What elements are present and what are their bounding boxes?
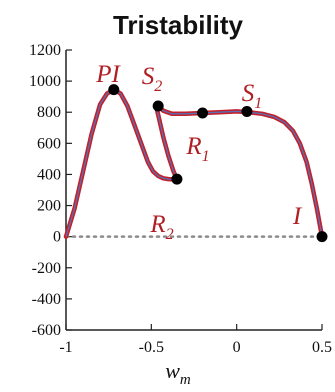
label-pi-main: PI — [95, 61, 121, 88]
x-axis-label-sub: m — [180, 372, 191, 388]
label-s1-sub: 1 — [254, 95, 262, 112]
label-r2-main: R — [149, 211, 165, 238]
x-tick-label: 0 — [233, 339, 241, 356]
y-tick-label: 1000 — [29, 73, 61, 90]
point-r1 — [197, 107, 209, 119]
label-pi: PI — [95, 61, 121, 88]
label-r1: R1 — [185, 133, 209, 165]
label-s1: S1 — [242, 80, 263, 112]
curve-branch-1 — [65, 89, 177, 237]
y-tick-label: 1200 — [29, 42, 61, 59]
point-s2 — [152, 100, 164, 112]
label-r2: R2 — [149, 211, 173, 243]
point-pi — [108, 84, 120, 96]
y-tick-label: -600 — [32, 322, 61, 339]
curve-branch-2 — [155, 105, 323, 237]
y-tick-label: -200 — [32, 260, 61, 277]
label-r1-main: R — [185, 133, 201, 160]
axes: -600 -400 -200 0 200 400 600 800 1000 1200 -1 -0.5 0… — [29, 42, 332, 356]
y-tick-label: 600 — [37, 135, 61, 152]
chart-title: Tristability — [113, 10, 244, 40]
x-axis-label: wm — [165, 358, 191, 388]
label-s1-main: S — [242, 80, 255, 107]
point-s1 — [241, 105, 253, 117]
x-tick-label: 0.5 — [312, 339, 332, 356]
curves — [63, 87, 325, 239]
y-tick-label: 0 — [53, 229, 61, 246]
x-tick-label: -1 — [59, 339, 72, 356]
label-r2-sub: 2 — [166, 226, 174, 243]
label-s2-main: S — [142, 63, 155, 90]
y-tick-label: 200 — [37, 198, 61, 215]
y-tick-label: 400 — [37, 166, 61, 183]
y-tick-label: 800 — [37, 104, 61, 121]
x-axis-label-main: w — [165, 358, 180, 383]
y-tick-label: -400 — [32, 291, 61, 308]
label-i-main: I — [292, 203, 303, 230]
label-i: I — [292, 203, 303, 230]
x-tick-label: -0.5 — [139, 339, 164, 356]
label-s2: S2 — [142, 63, 163, 95]
stationary-points — [108, 84, 328, 243]
point-r2 — [171, 173, 183, 185]
point-i — [316, 231, 328, 243]
label-s2-sub: 2 — [154, 78, 162, 95]
label-r1-sub: 1 — [202, 148, 210, 165]
